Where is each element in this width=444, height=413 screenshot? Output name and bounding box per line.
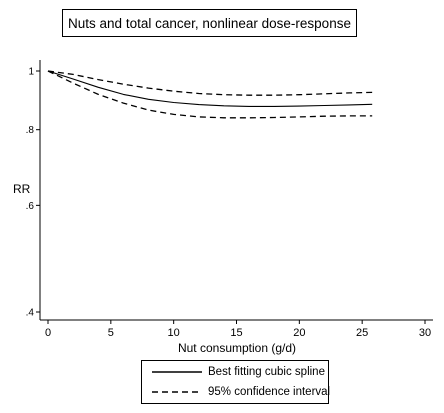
x-tick-label: 0 — [45, 327, 51, 339]
x-tick-label: 15 — [230, 327, 242, 339]
legend-label-ci: 95% confidence interval — [208, 386, 331, 398]
legend-swatch-solid — [152, 371, 202, 373]
ci-upper-line — [47, 70, 373, 96]
x-tick-label: 30 — [419, 327, 431, 339]
legend-label-spline: Best fitting cubic spline — [208, 366, 325, 378]
legend: Best fitting cubic spline 95% confidence… — [141, 360, 330, 404]
x-tick-label: 25 — [356, 327, 368, 339]
chart-title: Nuts and total cancer, nonlinear dose-re… — [62, 9, 357, 37]
y-tick-label: 1 — [28, 67, 34, 78]
ci-lower-line — [47, 70, 373, 119]
y-axis-label: RR — [13, 182, 31, 196]
chart-title-text: Nuts and total cancer, nonlinear dose-re… — [68, 15, 351, 31]
y-axis-ticks: 1 .8 .6 .4 — [26, 67, 40, 319]
x-tick-label: 20 — [293, 327, 305, 339]
y-tick-label: .8 — [26, 125, 35, 136]
legend-item-spline: Best fitting cubic spline — [152, 362, 325, 382]
legend-swatch-dashed — [152, 391, 202, 393]
x-axis-label: Nut consumption (g/d) — [178, 341, 296, 355]
y-tick-label: .4 — [26, 308, 35, 319]
x-tick-label: 5 — [108, 327, 114, 339]
x-axis-ticks: 0 5 10 15 20 25 30 — [45, 320, 431, 339]
y-tick-label: .6 — [26, 201, 35, 212]
x-tick-label: 10 — [168, 327, 180, 339]
spline-line — [47, 70, 373, 107]
legend-item-ci: 95% confidence interval — [152, 382, 330, 402]
series-lines — [47, 70, 373, 119]
